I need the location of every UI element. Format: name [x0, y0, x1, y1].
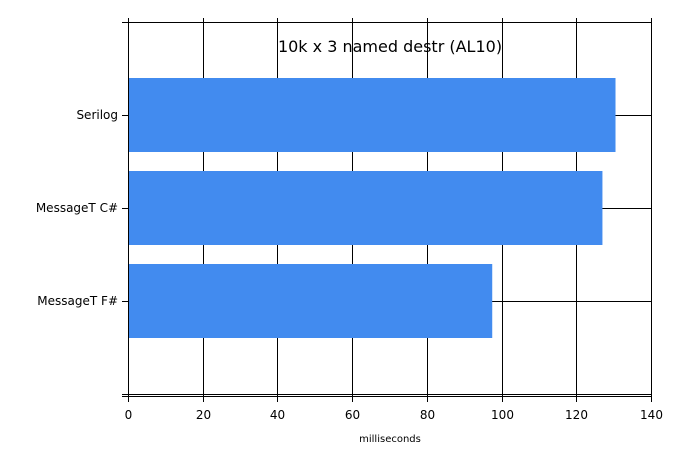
x-tick-label: 20: [196, 408, 211, 422]
x-tick-label: 60: [345, 408, 360, 422]
axes: [122, 18, 651, 402]
bars: [128, 78, 616, 338]
x-tick-label: 80: [420, 408, 435, 422]
chart-title: 10k x 3 named destr (AL10): [278, 37, 502, 56]
x-tick-labels: 0 20 40 60 80 100 120 140: [125, 408, 663, 422]
bar-messaget-f-: [128, 264, 493, 338]
category-labels: Serilog MessageT C# MessageT F#: [36, 108, 118, 308]
x-tick-label: 140: [640, 408, 663, 422]
bar-serilog: [128, 78, 616, 152]
bar-messaget-c-: [128, 171, 603, 245]
category-label: MessageT C#: [36, 201, 118, 215]
x-tick-label: 100: [491, 408, 514, 422]
category-label: Serilog: [76, 108, 118, 122]
category-label: MessageT F#: [37, 294, 118, 308]
x-tick-label: 120: [565, 408, 588, 422]
x-tick-label: 0: [125, 408, 133, 422]
x-tick-label: 40: [270, 408, 285, 422]
x-axis-title: milliseconds: [359, 434, 421, 445]
